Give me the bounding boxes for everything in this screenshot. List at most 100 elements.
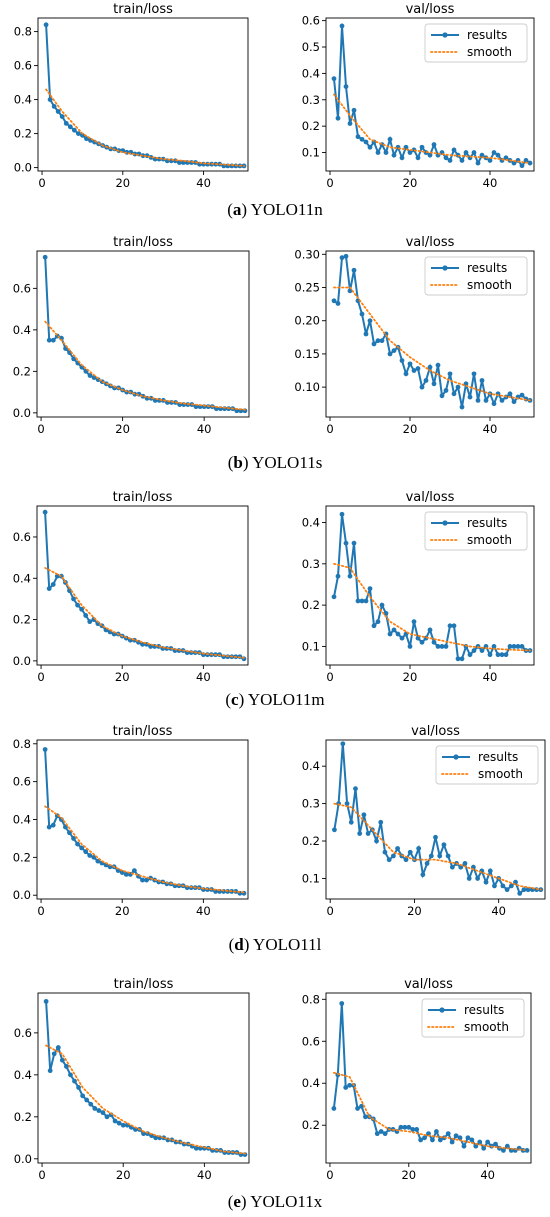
results-point: [67, 124, 73, 130]
results-point: [524, 1148, 530, 1153]
y-tick-label: 0.4: [13, 323, 31, 337]
results-point: [59, 335, 64, 341]
chart-panel-7: train/loss 0 20 40 0.0 0.2 0.4 0.6 0.8: [13, 724, 249, 918]
results-point: [371, 341, 377, 347]
results-point: [378, 1129, 384, 1134]
results-point: [50, 582, 56, 587]
results-point: [420, 872, 426, 878]
results-point: [451, 147, 457, 153]
results-point: [96, 1108, 102, 1113]
results-point: [83, 849, 89, 855]
legend-results-marker: [442, 265, 448, 271]
results-point: [347, 573, 353, 579]
x-tick-label: 20: [115, 422, 130, 436]
results-point: [391, 627, 397, 633]
x-tick-label: 20: [116, 1168, 131, 1182]
results-point: [123, 871, 129, 877]
y-tick-label: 0.2: [13, 364, 31, 378]
results-point: [361, 812, 367, 818]
results-point: [439, 644, 445, 649]
caption-e: (e) YOLO11x: [227, 1192, 323, 1211]
results-point: [374, 1131, 380, 1137]
results-point: [463, 150, 469, 155]
y-tick-label: 0.8: [14, 25, 32, 39]
results-point: [63, 121, 69, 126]
results-point: [46, 586, 52, 591]
x-tick-label: 40: [491, 904, 506, 918]
results-point: [430, 1137, 435, 1143]
results-point: [339, 23, 345, 29]
results-point: [411, 619, 417, 625]
results-point: [481, 1145, 487, 1151]
results-point: [403, 371, 409, 377]
results-point: [507, 644, 513, 649]
results-point: [42, 254, 48, 260]
results-point: [499, 652, 505, 658]
x-tick-label: 0: [38, 1168, 45, 1182]
results-point: [331, 76, 337, 82]
results-point: [519, 392, 525, 398]
results-point: [357, 831, 363, 836]
results-point: [479, 152, 485, 158]
legend-smooth-label: smooth: [467, 45, 512, 59]
results-point: [519, 644, 525, 649]
results-point: [367, 586, 373, 591]
results-point: [46, 337, 52, 343]
results-point: [491, 644, 497, 649]
results-point: [406, 1124, 412, 1130]
x-tick-label: 20: [403, 422, 418, 436]
x-tick-label: 20: [407, 904, 422, 918]
results-point: [79, 845, 85, 851]
results-point: [382, 1131, 388, 1137]
legend-results-label: results: [467, 516, 507, 530]
y-tick-label: 0.10: [294, 380, 320, 394]
plot-frame: [325, 505, 535, 666]
legend-results-label: results: [467, 28, 507, 42]
smooth-line-overlay: [44, 567, 245, 659]
y-tick-label: 0.0: [13, 654, 31, 668]
results-point: [347, 121, 353, 126]
results-point: [459, 158, 465, 163]
results-point: [367, 144, 373, 150]
results-point: [431, 639, 437, 645]
results-point: [419, 144, 425, 150]
chart-panel-3: train/loss 0 20 40 0.0 0.2 0.4 0.6: [13, 235, 250, 436]
results-point: [75, 131, 81, 137]
caption-model: YOLO11n: [250, 200, 323, 219]
results-point: [426, 1131, 431, 1137]
legend-results-marker: [442, 32, 448, 38]
results-point: [422, 1135, 427, 1141]
x-tick-label: 40: [483, 670, 498, 684]
results-point: [416, 846, 422, 851]
x-tick-label: 0: [327, 904, 334, 918]
results-point: [495, 652, 501, 658]
results-point: [343, 540, 349, 546]
y-tick-label: 0.0: [14, 1152, 32, 1166]
x-tick-label: 0: [326, 670, 333, 684]
x-tick-label: 0: [38, 176, 45, 190]
results-point: [42, 509, 48, 515]
results-point: [461, 1143, 467, 1149]
results-point: [395, 846, 400, 851]
results-point: [80, 1093, 86, 1099]
results-point: [363, 139, 369, 145]
results-point: [59, 114, 65, 119]
plot-frame: [36, 739, 249, 900]
results-point: [169, 1137, 175, 1143]
results-point: [479, 378, 485, 383]
results-point: [160, 156, 166, 162]
y-tick-label: 0.2: [302, 598, 320, 612]
results-point: [87, 853, 93, 858]
results-point: [71, 596, 76, 602]
results-point: [447, 623, 453, 629]
results-point: [344, 801, 350, 806]
results-point: [387, 351, 393, 357]
y-tick-label: 0.6: [13, 281, 31, 295]
results-point: [144, 877, 149, 883]
results-point: [375, 619, 381, 625]
legend-results-label: results: [478, 750, 518, 764]
results-point: [451, 623, 457, 629]
results-point: [469, 1137, 475, 1143]
results-point: [471, 648, 477, 653]
y-tick-label: 0.2: [302, 834, 320, 848]
